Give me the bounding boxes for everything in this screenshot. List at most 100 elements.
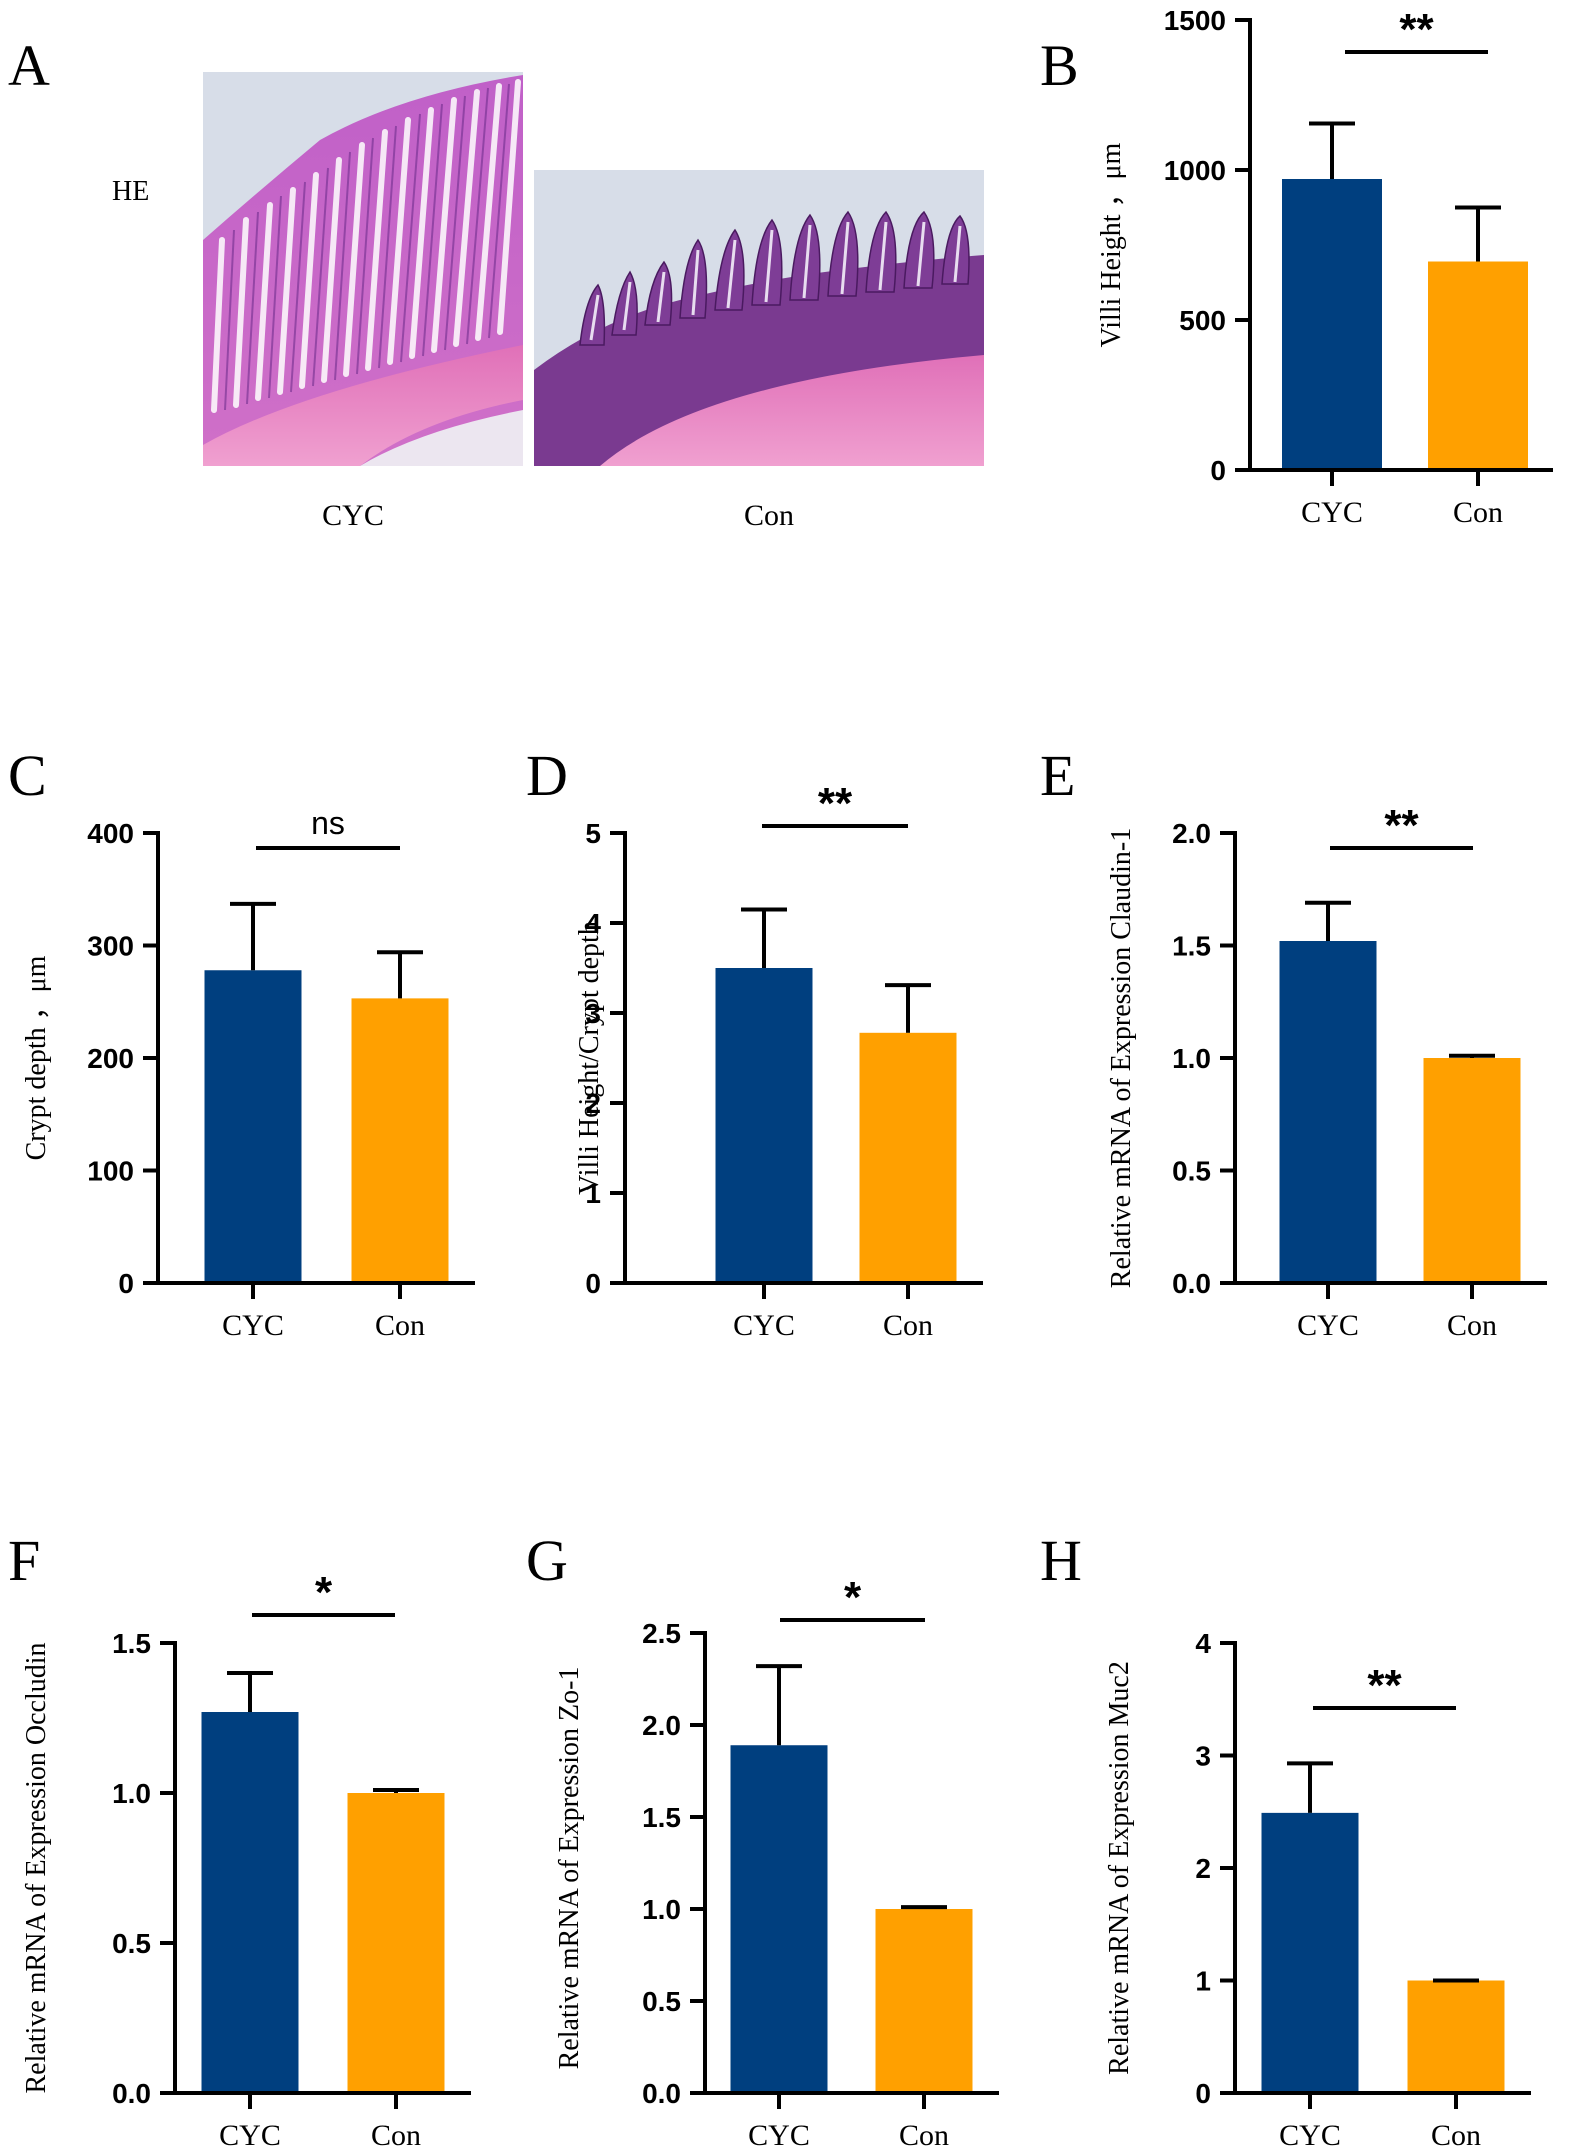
panel-letter-e: E bbox=[1040, 743, 1075, 808]
y-tick-label: 0.5 bbox=[1172, 1156, 1211, 1187]
he-stained-villi-image-cyc bbox=[203, 72, 523, 466]
bar-con bbox=[1423, 1058, 1521, 1283]
x-tick-label-cyc: CYC bbox=[1297, 1309, 1359, 1342]
bar-con bbox=[1407, 1980, 1505, 2093]
bar-cyc bbox=[201, 1712, 299, 2093]
x-tick-label-cyc: CYC bbox=[219, 2119, 281, 2152]
chart-panel-c: C CYC Con 0 100 200 300 400 Crypt depth ，μm ns bbox=[8, 743, 475, 1342]
x-tick-label-con: Con bbox=[371, 2119, 421, 2152]
y-tick-label: 2.0 bbox=[642, 1710, 681, 1741]
panel-a: A HE bbox=[8, 33, 984, 532]
y-tick-label: 2.0 bbox=[1172, 818, 1211, 849]
bar-cyc bbox=[1261, 1812, 1359, 2093]
significance-marker: ns bbox=[311, 805, 345, 841]
y-tick-label: 1 bbox=[1195, 1966, 1211, 1997]
y-tick-label: 0.5 bbox=[112, 1928, 151, 1959]
bar-cyc bbox=[204, 970, 302, 1283]
bar-con bbox=[1428, 261, 1528, 470]
bar-con bbox=[859, 1032, 957, 1283]
bar-con bbox=[875, 1909, 973, 2093]
y-tick-label: 300 bbox=[87, 931, 134, 962]
bar-cyc bbox=[730, 1745, 828, 2093]
y-tick-label: 1.5 bbox=[1172, 931, 1211, 962]
significance-marker: ** bbox=[1399, 5, 1434, 54]
y-tick-label: 1.0 bbox=[1172, 1043, 1211, 1074]
panel-letter-a: A bbox=[8, 33, 50, 98]
image-label-con: Con bbox=[744, 499, 794, 532]
significance-marker: ** bbox=[1367, 1661, 1402, 1710]
chart-panel-e: E CYC Con 0.0 0.5 1.0 1.5 2.0 Relative mRNA of E… bbox=[1040, 743, 1547, 1342]
x-tick-label-cyc: CYC bbox=[1279, 2119, 1341, 2152]
panel-letter-g: G bbox=[526, 1528, 568, 1593]
y-tick-label: 3 bbox=[585, 998, 601, 1029]
y-tick-label: 4 bbox=[1195, 1628, 1211, 1659]
image-label-cyc: CYC bbox=[322, 499, 384, 532]
y-tick-label: 1.0 bbox=[642, 1894, 681, 1925]
y-tick-label: 1.0 bbox=[112, 1778, 151, 1809]
y-tick-label: 1 bbox=[585, 1178, 601, 1209]
y-tick-label: 3 bbox=[1195, 1741, 1211, 1772]
x-tick-label-con: Con bbox=[1453, 496, 1503, 529]
panel-letter-b: B bbox=[1040, 33, 1079, 98]
y-axis-label: Villi Height/Crypt depth bbox=[574, 921, 605, 1195]
x-tick-label-cyc: CYC bbox=[222, 1309, 284, 1342]
x-tick-label-cyc: CYC bbox=[1301, 496, 1363, 529]
y-tick-label: 0 bbox=[1195, 2078, 1211, 2109]
y-axis-label: Relative mRNA of Expression Claudin-1 bbox=[1106, 828, 1137, 1288]
y-tick-label: 5 bbox=[585, 818, 601, 849]
chart-panel-b: B CYC Con 0 500 1000 1500 Villi Height ，μm ** bbox=[1040, 5, 1553, 529]
y-tick-label: 0 bbox=[585, 1268, 601, 1299]
panel-letter-h: H bbox=[1040, 1528, 1082, 1593]
y-tick-label: 2 bbox=[1195, 1853, 1211, 1884]
bar-cyc bbox=[715, 968, 813, 1283]
bar-cyc bbox=[1282, 179, 1382, 470]
y-tick-label: 0 bbox=[1210, 455, 1226, 486]
y-axis-label: Relative mRNA of Expression Occludin bbox=[21, 1642, 52, 2093]
chart-panel-g: G CYC Con 0.0 0.5 1.0 1.5 2.0 2.5 Relative mRNA o… bbox=[526, 1528, 999, 2152]
y-tick-label: 4 bbox=[585, 908, 601, 939]
y-tick-label: 1000 bbox=[1164, 155, 1226, 186]
he-stained-villi-image-con bbox=[534, 170, 984, 466]
panel-letter-c: C bbox=[8, 743, 47, 808]
y-tick-label: 1500 bbox=[1164, 5, 1226, 36]
significance-marker: * bbox=[315, 1568, 333, 1617]
significance-marker: ** bbox=[1384, 801, 1419, 850]
y-axis-label: Crypt depth ，μm bbox=[21, 955, 52, 1160]
y-tick-label: 0.0 bbox=[642, 2078, 681, 2109]
y-tick-label: 0.0 bbox=[112, 2078, 151, 2109]
x-tick-label-cyc: CYC bbox=[748, 2119, 810, 2152]
bar-con bbox=[347, 1793, 445, 2093]
y-tick-label: 1.5 bbox=[112, 1628, 151, 1659]
x-tick-label-con: Con bbox=[883, 1309, 933, 1342]
x-tick-label-con: Con bbox=[899, 2119, 949, 2152]
y-tick-label: 2.5 bbox=[642, 1618, 681, 1649]
panel-letter-f: F bbox=[8, 1528, 40, 1593]
y-tick-label: 400 bbox=[87, 818, 134, 849]
chart-panel-h: H CYC Con 0 1 2 3 4 Relative mRNA of Expression … bbox=[1040, 1528, 1531, 2152]
y-tick-label: 2 bbox=[585, 1088, 601, 1119]
bar-con bbox=[351, 998, 449, 1283]
x-tick-label-con: Con bbox=[1431, 2119, 1481, 2152]
significance-marker: * bbox=[844, 1573, 862, 1622]
bar-cyc bbox=[1279, 941, 1377, 1283]
x-tick-label-con: Con bbox=[375, 1309, 425, 1342]
stain-label: HE bbox=[112, 176, 149, 207]
y-tick-label: 500 bbox=[1179, 305, 1226, 336]
x-tick-label-con: Con bbox=[1447, 1309, 1497, 1342]
y-tick-label: 0.0 bbox=[1172, 1268, 1211, 1299]
y-axis-label: Relative mRNA of Expression Muc2 bbox=[1104, 1661, 1135, 2075]
y-tick-label: 200 bbox=[87, 1043, 134, 1074]
y-tick-label: 100 bbox=[87, 1156, 134, 1187]
y-tick-label: 1.5 bbox=[642, 1802, 681, 1833]
x-tick-label-cyc: CYC bbox=[733, 1309, 795, 1342]
y-tick-label: 0 bbox=[118, 1268, 134, 1299]
panel-letter-d: D bbox=[526, 743, 568, 808]
chart-panel-d: D CYC Con 0 1 2 3 4 5 Villi Height/Crypt depth ** bbox=[526, 743, 983, 1342]
significance-marker: ** bbox=[818, 779, 853, 828]
y-axis-label: Relative mRNA of Expression Zo-1 bbox=[554, 1667, 585, 2070]
y-axis-label: Villi Height ，μm bbox=[1096, 142, 1127, 347]
y-tick-label: 0.5 bbox=[642, 1986, 681, 2017]
chart-panel-f: F CYC Con 0.0 0.5 1.0 1.5 Relative mRNA of Expr… bbox=[8, 1528, 471, 2152]
